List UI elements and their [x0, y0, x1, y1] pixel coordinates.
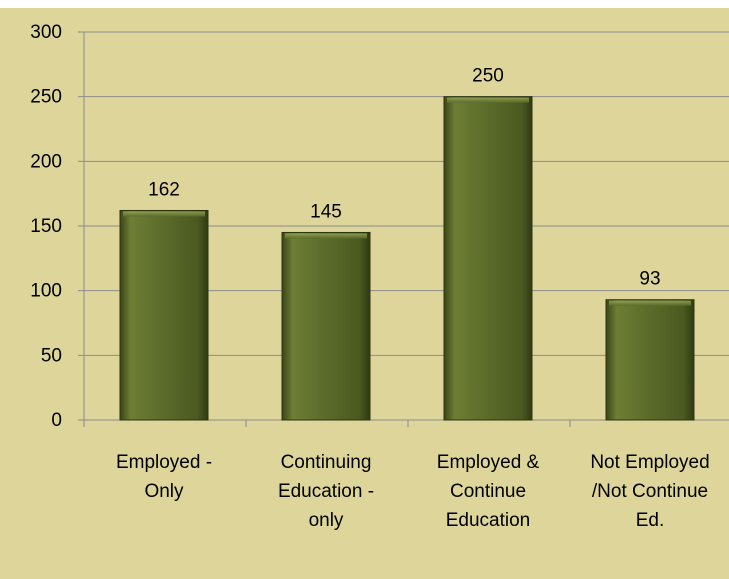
category-labels: Employed - Only Continuing Education - only E…	[116, 452, 710, 531]
y-axis-tick-labels: 0 50 100 150 200 250 300	[30, 22, 62, 431]
bar-highlight	[447, 97, 529, 103]
bar-body	[281, 231, 371, 421]
y-tick-label: 300	[30, 22, 62, 43]
category-label-line: Not Employed	[590, 452, 709, 473]
data-labels: 162 145 250 93	[148, 66, 660, 290]
category-label-line: Employed -	[116, 452, 212, 473]
y-tick-label: 100	[30, 281, 62, 302]
bar-highlight	[123, 211, 205, 217]
category-label-line: Continuing	[281, 452, 372, 473]
data-label: 250	[472, 66, 504, 87]
data-label: 93	[639, 269, 660, 290]
category-label-line: Only	[144, 481, 184, 502]
bar-body	[605, 299, 695, 421]
category-label: Employed - Only	[116, 452, 212, 502]
category-label-line: Education -	[278, 481, 374, 502]
bar-highlight	[285, 233, 367, 239]
category-label: Employed & Continue Education	[437, 452, 540, 531]
bar-body	[443, 96, 533, 421]
category-label-line: Ed.	[636, 510, 665, 531]
y-tick-label: 200	[30, 151, 62, 172]
chart-area: 0 50 100 150 200 250 300 162 145 250 93 Employed …	[0, 8, 729, 579]
bar	[119, 209, 209, 421]
y-tick-label: 0	[51, 410, 62, 431]
bars	[119, 96, 695, 421]
bar-body	[119, 209, 209, 421]
bar	[443, 96, 533, 421]
category-label-line: /Not Continue	[592, 481, 708, 502]
category-label-line: Education	[446, 510, 531, 531]
bar	[605, 299, 695, 421]
bar	[281, 231, 371, 421]
category-label-line: only	[309, 510, 344, 531]
category-label: Continuing Education - only	[278, 452, 374, 531]
category-label-line: Continue	[450, 481, 526, 502]
y-tick-label: 150	[30, 216, 62, 237]
bar-highlight	[609, 300, 691, 306]
y-tick-label: 50	[41, 345, 62, 366]
data-label: 145	[310, 201, 342, 222]
y-tick-label: 250	[30, 87, 62, 108]
category-label: Not Employed/Not Continue Ed.	[590, 452, 709, 531]
data-label: 162	[148, 179, 180, 200]
category-label-line: Employed &	[437, 452, 540, 473]
bar-chart: 0 50 100 150 200 250 300 162 145 250 93 Employed …	[30, 22, 729, 531]
